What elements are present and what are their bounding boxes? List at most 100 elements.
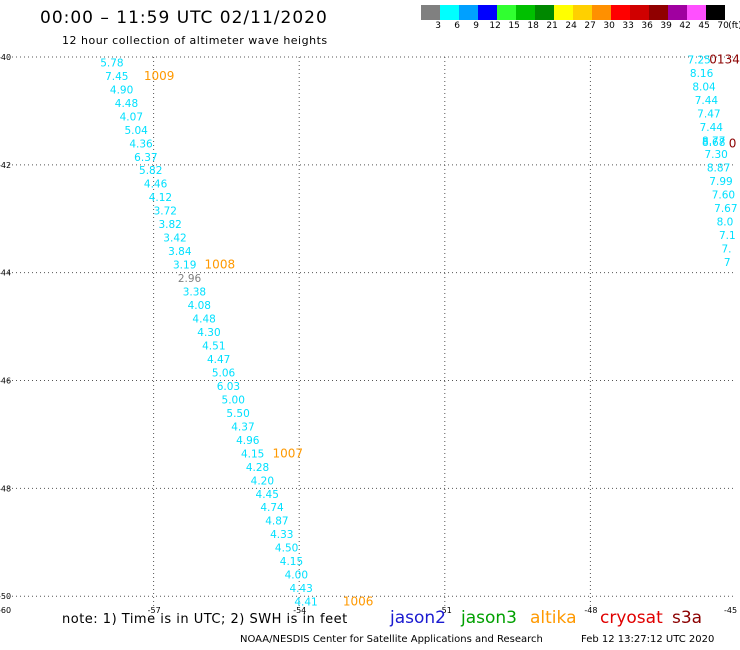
swh-label: 3.84 (168, 246, 192, 258)
swh-label: 4.51 (202, 340, 225, 352)
scale-label-18: 18 (527, 21, 539, 31)
swh-label: 4.20 (251, 475, 274, 487)
swh-label: 3.38 (183, 287, 206, 299)
pressure-label: 0134 (709, 53, 740, 67)
scale-swatch-33 (611, 5, 630, 20)
swh-label: 4.37 (231, 421, 254, 433)
swh-label: 4.12 (149, 192, 172, 204)
swh-label: 4.48 (115, 98, 138, 110)
x-tick-label: -45 (724, 606, 737, 615)
scale-label-6: 6 (454, 21, 460, 31)
swh-label: 4.28 (246, 462, 269, 474)
pressure-label: 1006 (343, 595, 374, 609)
x-tick-label: -57 (148, 606, 161, 615)
scale-label-70: 70 (717, 21, 729, 31)
swh-label: 7.67 (714, 203, 737, 215)
swh-label: 7.47 (697, 109, 720, 121)
swh-label: 4.96 (236, 435, 260, 447)
scale-swatch-30 (592, 5, 611, 20)
scale-label-45: 45 (698, 21, 710, 31)
scale-swatch-18 (516, 5, 535, 20)
swh-label: 8.0 (717, 216, 734, 228)
scale-label-42: 42 (679, 21, 691, 31)
scale-swatch-9 (459, 5, 478, 20)
scale-label-9: 9 (473, 21, 479, 31)
scale-unit-label: (ft) (728, 21, 740, 31)
swh-label: 7.25 (687, 55, 710, 67)
swh-label: 4.33 (270, 529, 293, 541)
swh-label: 5.50 (226, 408, 249, 420)
scale-swatch-15 (497, 5, 516, 20)
swh-label: 4.47 (207, 354, 230, 366)
swh-label: 7.45 (105, 71, 128, 83)
x-tick-label: -51 (439, 606, 452, 615)
scale-swatch-36 (630, 5, 649, 20)
corner-tick-label: -60 (0, 606, 11, 615)
swh-label: 5.00 (222, 394, 245, 406)
scale-swatch-24 (554, 5, 573, 20)
scale-label-36: 36 (641, 21, 653, 31)
swh-label: 4.45 (256, 489, 279, 501)
swh-label: 4.41 (294, 597, 317, 609)
swh-label: 7 (724, 257, 731, 269)
credit-text: NOAA/NESDIS Center for Satellite Applica… (240, 634, 543, 645)
y-tick-label: -46 (0, 377, 11, 386)
swh-label: 7.1 (719, 230, 736, 242)
satellite-s3a: s3a (672, 608, 703, 628)
y-tick-label: -44 (0, 269, 11, 278)
swh-label: 8.77 (702, 136, 725, 148)
swh-label: 8.16 (690, 68, 714, 80)
swh-label: 7.44 (695, 95, 719, 107)
swh-label: 3.42 (163, 233, 186, 245)
satellite-cryosat: cryosat (600, 608, 663, 628)
y-tick-label: -40 (0, 53, 11, 62)
swh-label: 4.08 (188, 300, 211, 312)
swh-label: 3.82 (158, 219, 181, 231)
footer-note: note: 1) Time is in UTC; 2) SWH is in fe… (62, 612, 348, 627)
scale-swatch-45 (687, 5, 706, 20)
swh-label: 4.48 (192, 314, 215, 326)
y-tick-label: -48 (0, 484, 11, 493)
swh-label: 3.19 (173, 260, 196, 272)
scale-swatch-27 (573, 5, 592, 20)
map-title: 00:00 – 11:59 UTC 02/11/2020 (40, 8, 328, 28)
swh-label: 2.96 (178, 273, 202, 285)
scale-label-12: 12 (489, 21, 501, 31)
swh-label: 4.36 (129, 138, 153, 150)
swh-label: 7.99 (709, 176, 732, 188)
generation-timestamp: Feb 12 13:27:12 UTC 2020 (581, 634, 715, 645)
swh-label: 4.46 (144, 179, 168, 191)
x-tick-label: -48 (584, 606, 597, 615)
scale-label-30: 30 (603, 21, 615, 31)
swh-label: 7. (721, 243, 731, 255)
swh-label: 4.15 (280, 556, 303, 568)
pressure-label: 1008 (205, 258, 236, 272)
x-tick-label: -54 (293, 606, 306, 615)
swh-label: 4.30 (197, 327, 220, 339)
y-tick-label: -50 (0, 592, 11, 601)
swh-label: 7.30 (704, 149, 727, 161)
swh-label: 6.03 (217, 381, 240, 393)
map-subtitle: 12 hour collection of altimeter wave hei… (62, 34, 328, 47)
scale-label-3: 3 (435, 21, 441, 31)
swh-label: 7.60 (712, 190, 735, 202)
swh-label: 5.04 (124, 125, 148, 137)
pressure-label: 1007 (273, 446, 304, 460)
swh-label: 5.82 (139, 165, 162, 177)
swh-label: 6.37 (134, 152, 157, 164)
swh-label: 8.87 (707, 163, 730, 175)
swh-label: 8.04 (692, 82, 716, 94)
scale-label-27: 27 (584, 21, 596, 31)
swh-label: 3.72 (154, 206, 177, 218)
scale-label-21: 21 (546, 21, 558, 31)
swh-label: 5.78 (100, 57, 123, 69)
scale-label-15: 15 (508, 21, 520, 31)
scale-swatch-21 (535, 5, 554, 20)
swh-label: 4.90 (110, 84, 133, 96)
scale-swatch-6 (440, 5, 459, 20)
scale-swatch-39 (649, 5, 668, 20)
swh-label: 4.15 (241, 448, 264, 460)
satellite-jason3: jason3 (461, 608, 517, 628)
scale-label-33: 33 (622, 21, 634, 31)
